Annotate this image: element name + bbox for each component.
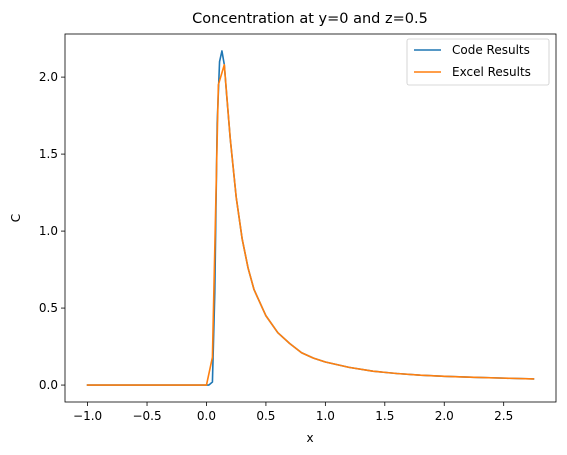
legend-label-excel-results: Excel Results [452, 65, 531, 79]
series-line-excel-results [86, 63, 535, 386]
x-tick-label: −0.5 [132, 409, 161, 423]
y-tick-label: 1.5 [39, 147, 58, 161]
legend-frame [406, 38, 550, 86]
x-tick-label: 2.0 [435, 409, 454, 423]
x-tick-label: 1.5 [375, 409, 394, 423]
legend-label-code-results: Code Results [452, 43, 530, 57]
y-tick-label: 0.5 [39, 301, 58, 315]
y-ticks: 0.0 0.5 1.0 1.5 2.0 [39, 70, 65, 392]
x-axis-label: x [306, 431, 313, 445]
x-tick-label: 0.5 [256, 409, 275, 423]
plot-frame [64, 33, 557, 403]
y-axis-label: C [9, 214, 23, 222]
x-tick-label: −1.0 [73, 409, 102, 423]
chart-title: Concentration at y=0 and z=0.5 [192, 11, 428, 27]
series-layer [86, 50, 535, 386]
x-tick-label: 2.5 [494, 409, 513, 423]
x-ticks: −1.0 −0.5 0.0 0.5 1.0 1.5 2.0 2.5 [73, 402, 513, 423]
x-tick-label: 0.0 [197, 409, 216, 423]
series-line-code-results [86, 50, 535, 386]
y-tick-label: 2.0 [39, 70, 58, 84]
legend: Code Results Excel Results [406, 38, 550, 86]
y-tick-label: 1.0 [39, 224, 58, 238]
x-tick-label: 1.0 [316, 409, 335, 423]
y-tick-label: 0.0 [39, 378, 58, 392]
